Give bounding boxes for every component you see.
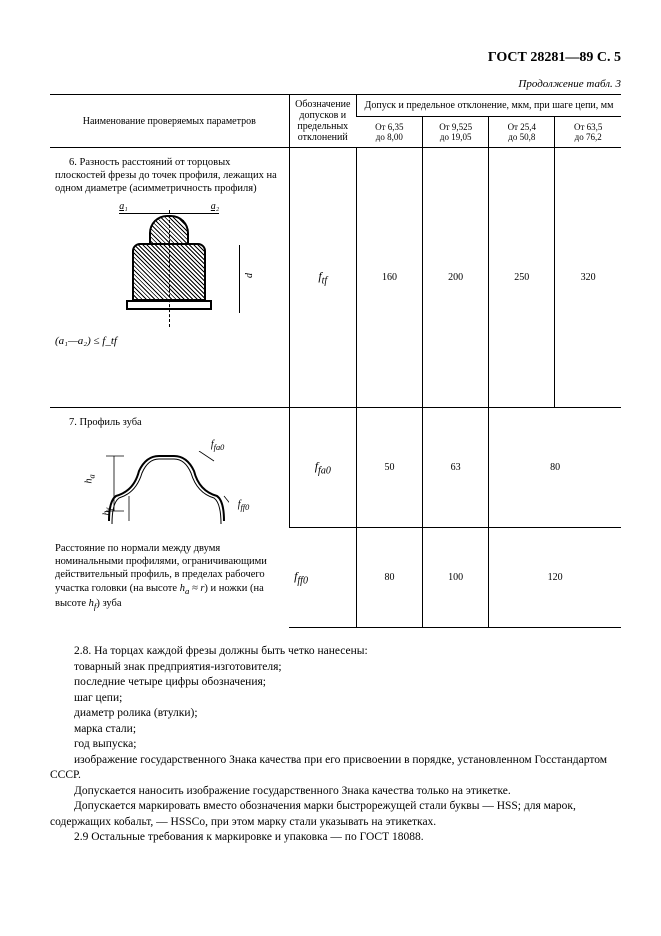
doc-header: ГОСТ 28281—89 С. 5 — [50, 50, 621, 66]
label-a2: a₂ — [211, 201, 219, 212]
item-2: последние четыре цифры обозначения; — [50, 675, 621, 691]
range-4: От 63,5до 76,2 — [555, 116, 621, 147]
val-7b-1: 80 — [356, 528, 422, 628]
param-7-title: 7. Профиль зуба — [55, 416, 284, 429]
val-7a-34: 80 — [489, 408, 621, 528]
val-7b-34: 120 — [489, 528, 621, 628]
col-param-name: Наименование проверяемых параметров — [50, 95, 289, 148]
label-fff0: fff0 — [238, 499, 250, 512]
label-ffa0: ffa0 — [211, 439, 224, 452]
col-tol-label: Обозначение допусков и предельных отклон… — [289, 95, 356, 148]
val-6-3: 250 — [489, 148, 555, 408]
label-d: d — [244, 273, 255, 278]
table-continuation-label: Продолжение табл. 3 — [50, 78, 621, 90]
item-4: диаметр ролика (втулки); — [50, 706, 621, 722]
param-6-cell: 6. Разность расстояний от торцовых плоск… — [50, 148, 289, 408]
val-7b-2: 100 — [423, 528, 489, 628]
body-section: 2.8. На торцах каждой фрезы должны быть … — [50, 644, 621, 846]
item-3: шаг цепи; — [50, 691, 621, 707]
symbol-6: ftf — [289, 148, 356, 408]
item-5: марка стали; — [50, 722, 621, 738]
label-a1: a₁ — [119, 201, 127, 212]
formula-6: (a₁—a₂) ≤ f_tf — [55, 335, 284, 347]
p28-note1: Допускается наносить изображение государ… — [50, 784, 621, 800]
val-7a-1: 50 — [356, 408, 422, 528]
diagram-tooth-profile: ffa0 fff0 ha hf — [84, 439, 254, 534]
val-6-1: 160 — [356, 148, 422, 408]
item-1: товарный знак предприятия-изготовителя; — [50, 660, 621, 676]
label-ha: ha — [84, 474, 97, 483]
val-7a-2: 63 — [423, 408, 489, 528]
range-1: От 6,35до 8,00 — [356, 116, 422, 147]
range-3: От 25,4до 50,8 — [489, 116, 555, 147]
param-7-desc: Расстояние по нормали между двумя номина… — [55, 542, 284, 611]
p28-note2: Допускается маркировать вместо обозначен… — [50, 799, 621, 830]
val-6-2: 200 — [423, 148, 489, 408]
label-hf: hf — [102, 508, 115, 515]
tolerance-table: Наименование проверяемых параметров Обоз… — [50, 94, 621, 628]
range-2: От 9,525до 19,05 — [423, 116, 489, 147]
val-6-4: 320 — [555, 148, 621, 408]
col-tolerance-header: Допуск и предельное отклонение, мкм, при… — [356, 95, 621, 117]
p28-lead: 2.8. На торцах каждой фрезы должны быть … — [50, 644, 621, 660]
p29: 2.9 Остальные требования к маркировке и … — [50, 830, 621, 846]
item-7: изображение государственного Знака качес… — [50, 753, 621, 784]
param-6-text: 6. Разность расстояний от торцовых плоск… — [55, 156, 284, 195]
item-6: год выпуска; — [50, 737, 621, 753]
param-7-cell: 7. Профиль зуба — [50, 408, 289, 628]
diagram-asymmetry: a₁ a₂ d — [104, 205, 234, 325]
symbol-7a: ffa0 — [289, 408, 356, 528]
symbol-7b: fff0 — [289, 528, 356, 628]
